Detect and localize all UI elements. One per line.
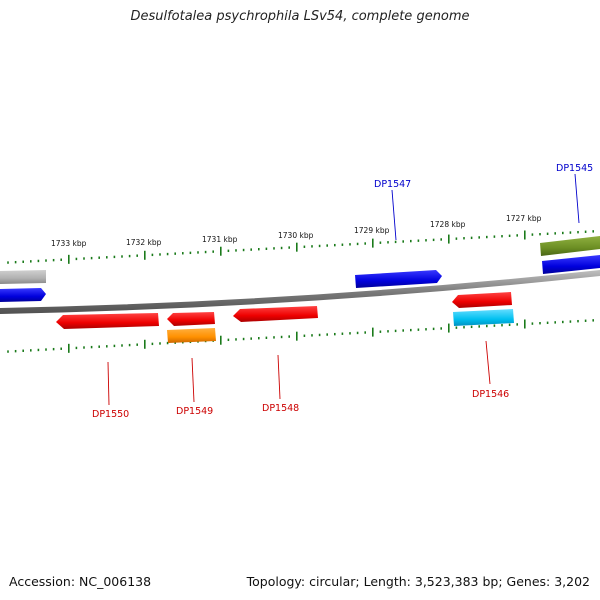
leader-line-dp1549 [191,357,195,403]
gene-label-dp1550: DP1550 [92,409,129,420]
gene-label-dp1549: DP1549 [176,406,213,417]
cyan-feature[interactable] [453,309,514,326]
gene-dp1548[interactable] [233,306,318,322]
gene-dp1549[interactable] [167,312,215,326]
gene-dp1546[interactable] [452,292,512,308]
genome-summary-text: Topology: circular; Length: 3,523,383 bp… [246,574,590,589]
kbp-label-1733: 1733 kbp [51,239,87,248]
leader-line-dp1546 [485,340,491,385]
gray-feature[interactable] [0,270,46,284]
olive-feature[interactable] [540,236,600,256]
orange-feature[interactable] [167,328,216,343]
gene-label-dp1546: DP1546 [472,389,509,400]
kbp-label-1732: 1732 kbp [126,238,162,247]
kbp-label-1730: 1730 kbp [278,231,314,240]
kbp-label-1731: 1731 kbp [202,235,238,244]
leader-line-dp1547 [391,189,397,241]
genome-title: Desulfotalea psychrophila LSv54, complet… [130,9,470,24]
leader-line-dp1545 [574,173,580,224]
gene-dp1547[interactable] [355,270,442,288]
gene-dp1545[interactable] [542,255,600,274]
kbp-label-1729: 1729 kbp [354,226,390,235]
kbp-label-1727: 1727 kbp [506,214,542,223]
outer-tick-row [7,230,595,264]
leader-line-dp1548 [277,354,281,400]
gene-label-dp1548: DP1548 [262,403,299,414]
gene-label-dp1547: DP1547 [374,179,411,190]
accession-text: Accession: NC_006138 [9,574,152,589]
blue-feature-left[interactable] [0,288,46,302]
genome-backbone [0,270,600,314]
leader-line-dp1550 [107,361,110,406]
gene-dp1550[interactable] [56,313,159,329]
kbp-label-1728: 1728 kbp [430,220,466,229]
gene-label-dp1545: DP1545 [556,163,593,174]
